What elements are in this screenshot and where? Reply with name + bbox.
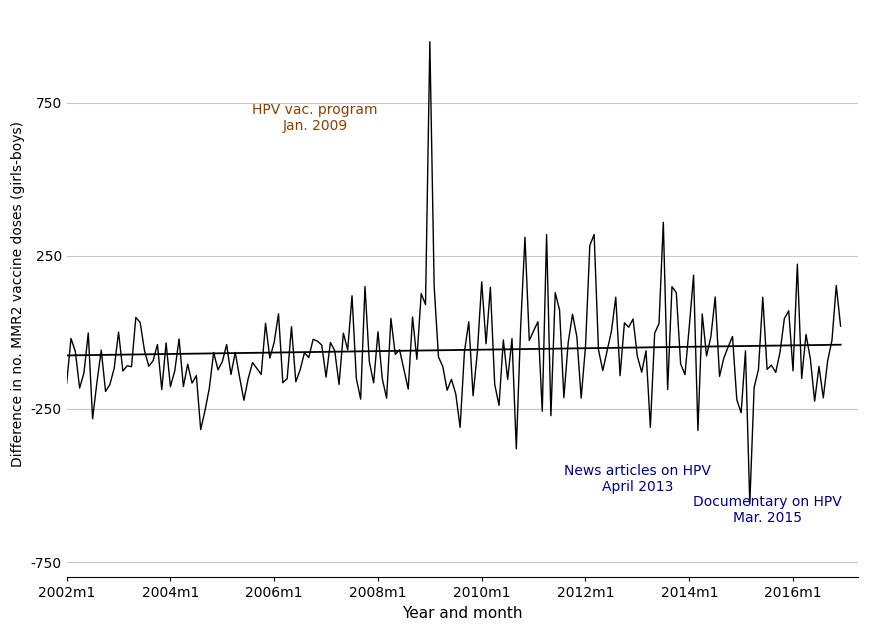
Text: News articles on HPV
April 2013: News articles on HPV April 2013 bbox=[564, 464, 711, 494]
Text: HPV vac. program
Jan. 2009: HPV vac. program Jan. 2009 bbox=[253, 103, 378, 133]
X-axis label: Year and month: Year and month bbox=[402, 606, 522, 621]
Text: Documentary on HPV
Mar. 2015: Documentary on HPV Mar. 2015 bbox=[693, 495, 841, 525]
Y-axis label: Difference in no. MMR2 vaccine doses (girls-boys): Difference in no. MMR2 vaccine doses (gi… bbox=[11, 121, 25, 467]
